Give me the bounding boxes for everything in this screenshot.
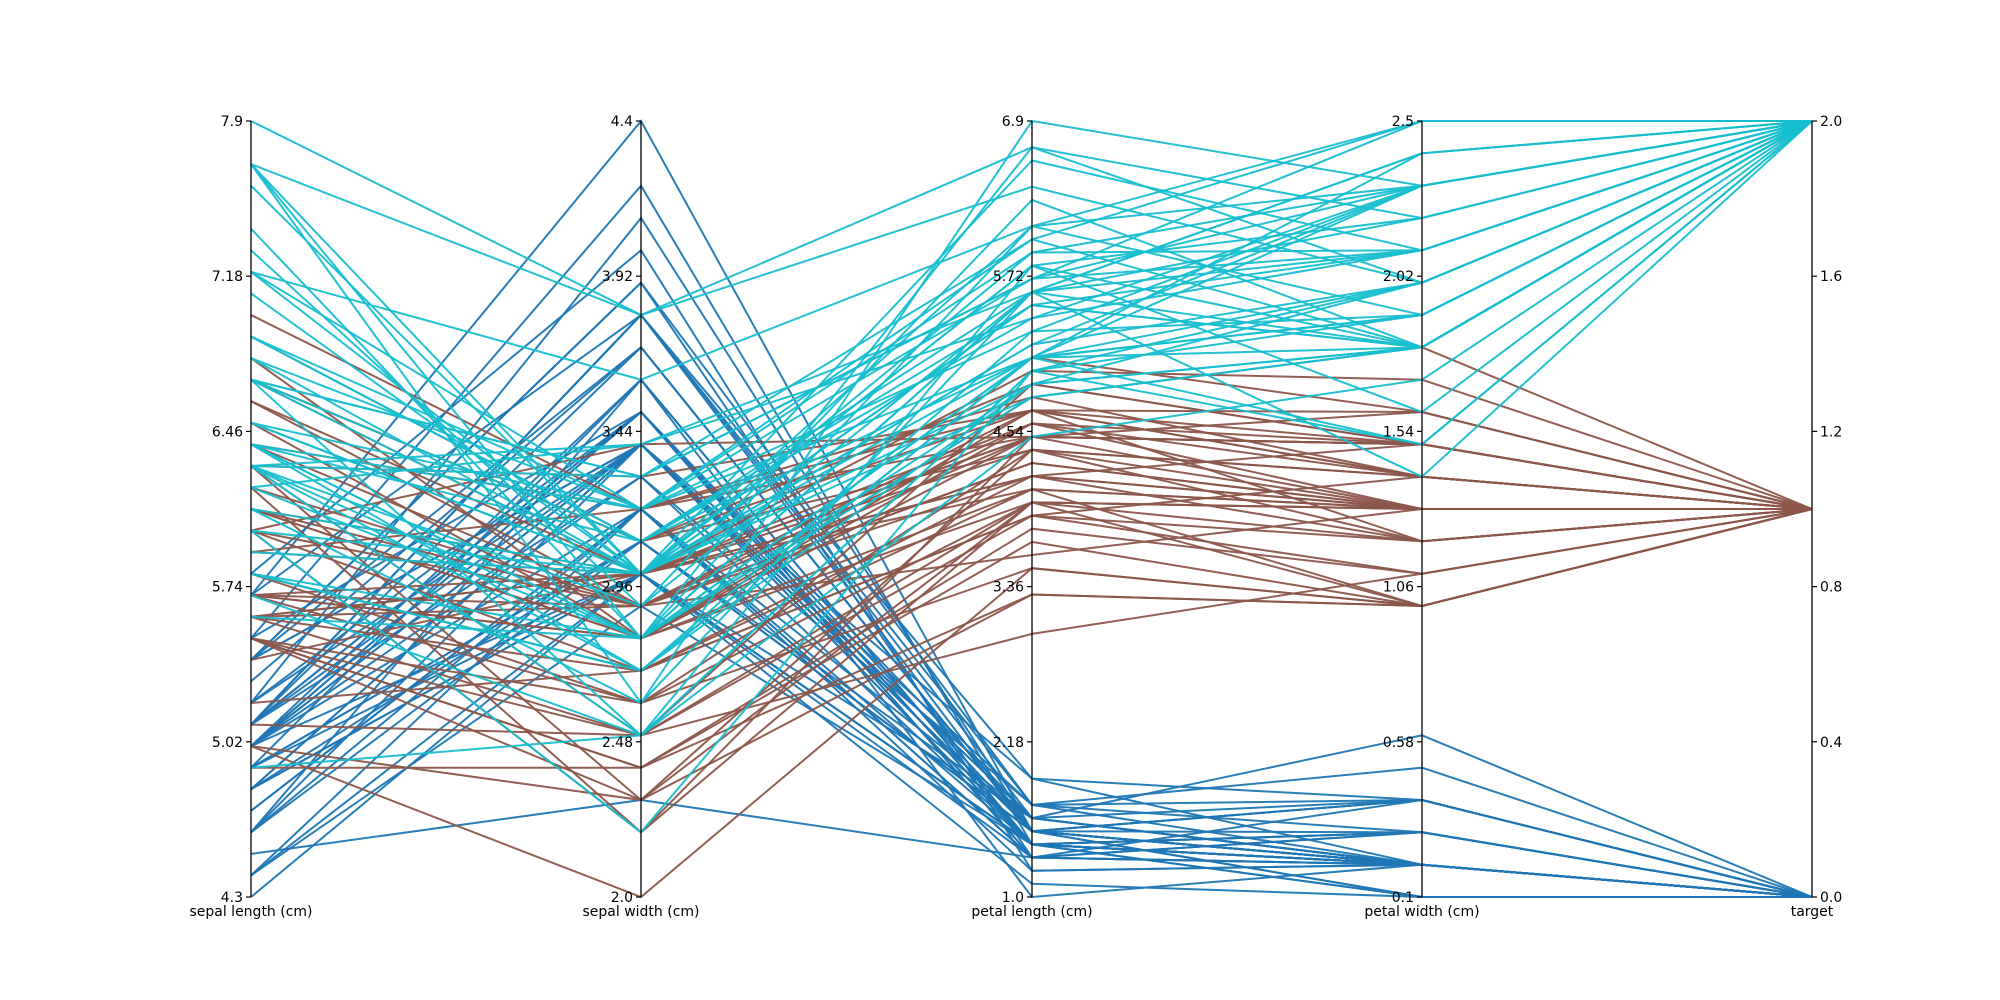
tick-label: 1.6 (1820, 269, 1842, 285)
axis-2: 1.0 2.18 3.36 4.54 5.72 6.9 petal length (cm) (971, 114, 1092, 920)
tick-label: 0.1 (1392, 890, 1414, 906)
tick-label: 2.0 (611, 890, 633, 906)
axis-4: 0.0 0.4 0.8 1.2 1.6 2.0 target (1791, 114, 1843, 920)
tick-label: 1.0 (1002, 890, 1024, 906)
tick-label: 2.48 (602, 735, 633, 751)
tick-label: 2.96 (602, 580, 633, 596)
tick-label: 0.58 (1383, 735, 1414, 751)
tick-label: 2.5 (1392, 114, 1414, 130)
axis-title: target (1791, 904, 1834, 920)
axes: 4.3 5.02 5.74 6.46 7.18 7.9 sepal length (cm) 2… (189, 114, 1842, 920)
tick-label: 3.92 (602, 269, 633, 285)
tick-label: 0.4 (1820, 735, 1842, 751)
tick-label: 1.2 (1820, 424, 1842, 440)
axis-title: sepal length (cm) (189, 904, 312, 920)
tick-label: 0.8 (1820, 580, 1842, 596)
tick-label: 4.54 (993, 424, 1024, 440)
tick-label: 5.72 (993, 269, 1024, 285)
axis-3: 0.1 0.58 1.06 1.54 2.02 2.5 petal width (cm) (1364, 114, 1479, 920)
axis-0: 4.3 5.02 5.74 6.46 7.18 7.9 sepal length (cm) (189, 114, 312, 920)
tick-label: 3.44 (602, 424, 633, 440)
tick-label: 1.54 (1383, 424, 1414, 440)
tick-label: 0.0 (1820, 890, 1842, 906)
tick-label: 5.74 (212, 580, 243, 596)
tick-label: 7.9 (221, 114, 243, 130)
tick-label: 7.18 (212, 269, 243, 285)
tick-label: 1.06 (1383, 580, 1414, 596)
tick-label: 6.9 (1002, 114, 1024, 130)
axis-title: petal width (cm) (1364, 904, 1479, 920)
tick-label: 2.02 (1383, 269, 1414, 285)
tick-label: 6.46 (212, 424, 243, 440)
tick-label: 5.02 (212, 735, 243, 751)
axis-1: 2.0 2.48 2.96 3.44 3.92 4.4 sepal width (cm) (582, 114, 699, 920)
tick-label: 4.3 (221, 890, 243, 906)
axis-title: petal length (cm) (971, 904, 1092, 920)
tick-label: 2.18 (993, 735, 1024, 751)
tick-label: 2.0 (1820, 114, 1842, 130)
axis-title: sepal width (cm) (582, 904, 699, 920)
tick-label: 4.4 (611, 114, 633, 130)
tick-label: 3.36 (993, 580, 1024, 596)
